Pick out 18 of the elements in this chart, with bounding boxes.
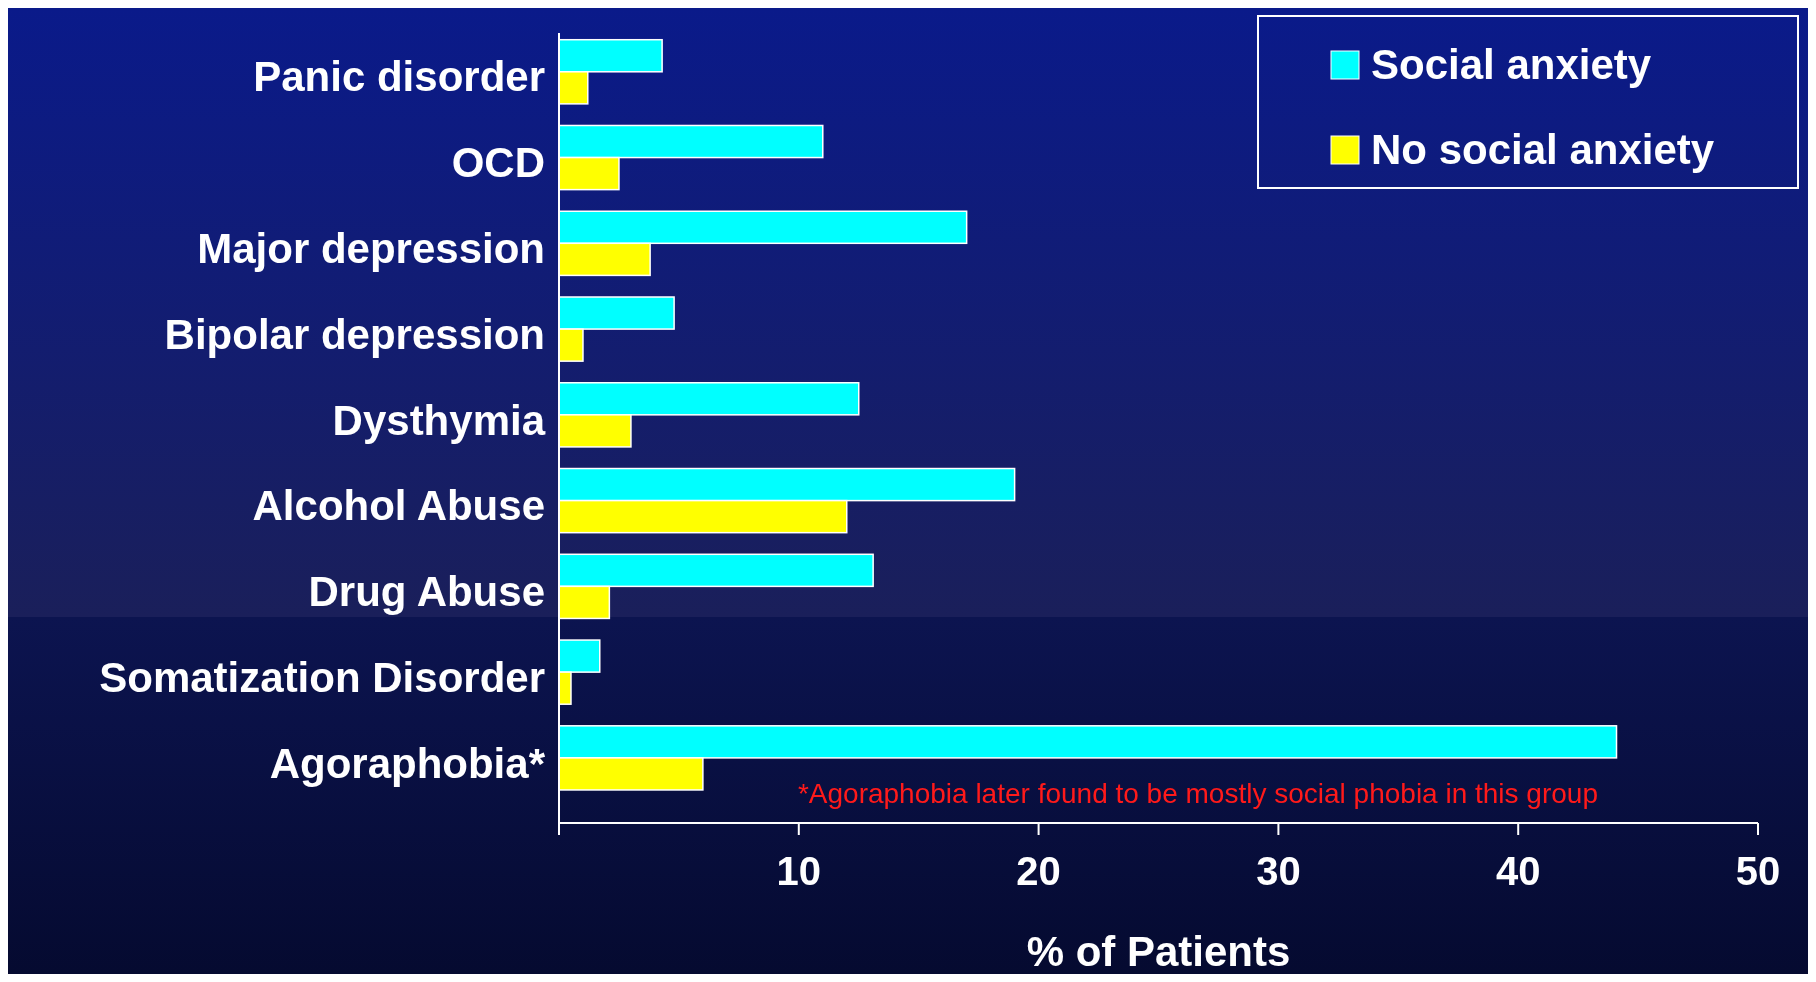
y-tick-label: Bipolar depression (164, 310, 545, 358)
x-axis-title: % of Patients (1026, 928, 1291, 975)
y-tick-label: Major depression (197, 224, 545, 272)
x-tick-label: 50 (1735, 849, 1781, 893)
legend-label: No social anxiety (1371, 126, 1715, 173)
y-tick-label: Panic disorder (253, 53, 545, 101)
y-tick-label: Drug Abuse (308, 568, 545, 616)
x-tick-label: 40 (1495, 849, 1541, 893)
x-tick-label: 20 (1016, 849, 1061, 893)
x-tick-label: 30 (1256, 849, 1301, 893)
x-tick-label: 10 (776, 849, 822, 893)
annotation: *Agoraphobia later found to be mostly social phobia in this group (797, 778, 1598, 809)
y-tick-label: Somatization Disorder (99, 653, 545, 701)
y-tick-label: Alcohol Abuse (252, 482, 545, 530)
y-tick-label: OCD (451, 139, 545, 187)
legend-label: Social anxiety (1371, 41, 1652, 88)
y-tick-label: Agoraphobia* (269, 739, 546, 787)
y-tick-label: Dysthymia (332, 396, 546, 444)
